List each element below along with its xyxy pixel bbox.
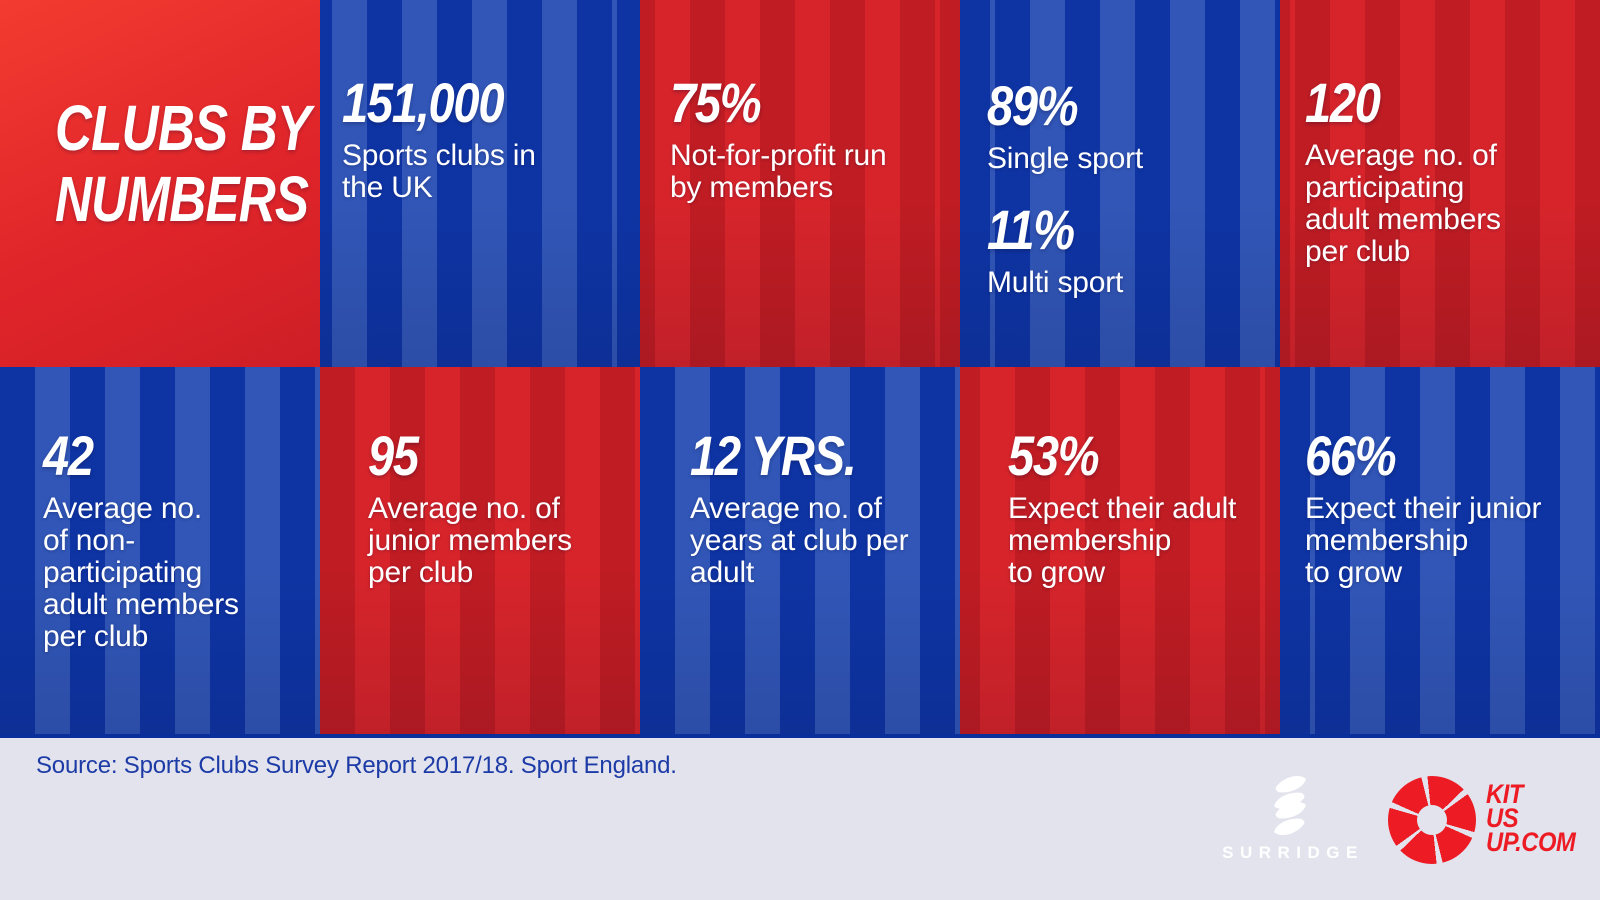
stat-number: 11%	[987, 198, 1075, 261]
tile-footer-divider	[0, 734, 1600, 738]
stat-label: Not-for-profit run by members	[670, 139, 887, 204]
stat-tile-single-multi-sport: 89% Single sport 11% Multi sport	[960, 0, 1280, 367]
surridge-wordmark: SURRIDGE	[1222, 843, 1364, 862]
stat-tile-sports-clubs: 151,000 Sports clubs in the UK	[320, 0, 640, 367]
title-tile: Clubs by Numbers	[0, 0, 320, 367]
stat-group-multi-sport: 11% Multi sport	[987, 202, 1268, 299]
stat-tile-junior-members: 95 Average no. of junior members per clu…	[320, 367, 640, 734]
surridge-logo: SURRIDGE	[1215, 774, 1365, 862]
stat-label: Expect their adult membership to grow	[1008, 492, 1237, 589]
stat-number: 42	[43, 424, 94, 487]
title-line-1: Clubs by	[55, 92, 311, 164]
stat-number: 95	[368, 424, 419, 487]
stat-label: Average no. of non- participating adult …	[43, 492, 239, 653]
stat-number: 75%	[670, 71, 762, 134]
stat-number: 151,000	[342, 71, 504, 134]
stat-label: Sports clubs in the UK	[342, 139, 536, 204]
stat-label: Multi sport	[987, 266, 1124, 299]
stat-tile-non-participating-adults: 42 Average no. of non- participating adu…	[0, 367, 320, 734]
stat-group-single-sport: 89% Single sport	[987, 78, 1268, 175]
stat-number: 66%	[1305, 424, 1397, 487]
tile-grid: Clubs by Numbers 151,000 Sports clubs in…	[0, 0, 1600, 734]
stat-number: 53%	[1008, 424, 1100, 487]
stat-label: Average no. of years at club per adult	[690, 492, 909, 589]
stat-tile-not-for-profit: 75% Not-for-profit run by members	[640, 0, 960, 367]
stat-tile-participating-adults: 120 Average no. of participating adult m…	[1280, 0, 1600, 367]
surridge-s-icon	[1274, 775, 1306, 836]
stat-number: 12 YRS.	[690, 424, 857, 487]
stat-label: Average no. of participating adult membe…	[1305, 139, 1501, 268]
stat-number: 89%	[987, 74, 1079, 137]
stat-label: Single sport	[987, 142, 1144, 175]
kitusup-shirt-ring-icon	[1388, 776, 1476, 864]
kitusup-logo: KIT US UP.COM	[1388, 776, 1588, 864]
stat-label: Expect their junior membership to grow	[1305, 492, 1542, 589]
title-line-2: Numbers	[55, 163, 309, 235]
kitusup-wordmark: KIT US UP.COM	[1486, 779, 1576, 857]
stat-number: 120	[1305, 71, 1381, 134]
stat-label: Average no. of junior members per club	[368, 492, 572, 589]
source-text: Source: Sports Clubs Survey Report 2017/…	[36, 752, 677, 779]
footer: Source: Sports Clubs Survey Report 2017/…	[0, 738, 1600, 900]
stat-tile-years-at-club: 12 YRS. Average no. of years at club per…	[640, 367, 960, 734]
stat-tile-adult-growth: 53% Expect their adult membership to gro…	[960, 367, 1280, 734]
page-title: Clubs by Numbers	[55, 92, 311, 235]
stat-tile-junior-growth: 66% Expect their junior membership to gr…	[1280, 367, 1600, 734]
